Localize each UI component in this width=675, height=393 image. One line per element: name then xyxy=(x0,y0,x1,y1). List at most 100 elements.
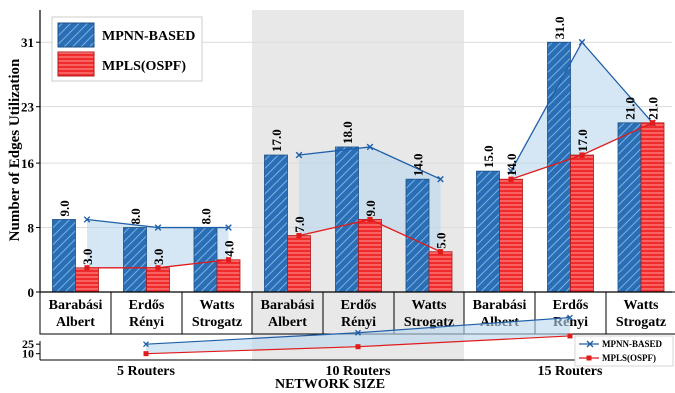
bar-mpnn xyxy=(476,170,500,293)
summary-marker-mpnn xyxy=(355,329,361,336)
marker-mpnn xyxy=(437,175,444,183)
bar-mpls xyxy=(499,178,523,293)
range-fill xyxy=(299,146,441,252)
summary-range-fill xyxy=(146,317,570,354)
legend: MPNN-BASED MPLS(OSPF) xyxy=(51,16,203,82)
y-tick-label: 8 xyxy=(28,221,35,236)
marker-mpls xyxy=(649,120,656,126)
summary-legend: MPNN-BASED MPLS(OSPF) xyxy=(574,335,674,367)
category-label: Watts Strogatz xyxy=(192,298,242,330)
marker-mpls xyxy=(508,176,514,182)
category-label: Barabási Albert xyxy=(49,298,103,330)
legend-label-mpls: MPLS(OSPF) xyxy=(102,59,186,74)
value-label-mpnn: 17.0 xyxy=(269,129,284,152)
bar-mpls xyxy=(640,122,665,293)
legend-swatch-mpnn xyxy=(57,22,95,48)
bar-mpls xyxy=(287,235,311,293)
summary-legend-marker-mpls xyxy=(586,355,592,361)
category-label: Erdős Rényi xyxy=(341,298,377,330)
marker-mpls xyxy=(84,265,90,271)
bars xyxy=(52,41,665,293)
series-lines xyxy=(83,38,656,271)
value-label-mpls: 21.0 xyxy=(646,97,661,120)
value-label-mpnn: 8.0 xyxy=(128,208,143,224)
value-label-mpls: 5.0 xyxy=(434,232,449,248)
marker-mpnn xyxy=(578,38,586,46)
summary-y-tick-label: 25 xyxy=(22,337,34,351)
marker-mpnn xyxy=(295,151,303,159)
bar-mpls xyxy=(75,267,99,293)
value-label-mpnn: 21.0 xyxy=(623,97,638,120)
y-tick-label: 16 xyxy=(21,156,35,171)
summary-marker-mpnn xyxy=(143,341,149,348)
y-tick-label: 0 xyxy=(28,285,35,300)
y-axis-label: Number of Edges Utilization xyxy=(7,58,23,241)
summary-marker-mpls xyxy=(143,351,149,357)
data-labels: 9.0 3.0 8.0 3.0 8.0 4.0 17.0 7.0 18.0 9.0 14.0 5.0 1… xyxy=(57,16,661,264)
bar-mpnn xyxy=(547,41,571,293)
value-label-mpls: 14.0 xyxy=(504,153,519,176)
range-fill xyxy=(87,219,229,268)
category-label: Barabási Albert xyxy=(261,298,315,330)
range-fills xyxy=(87,42,653,268)
value-label-mpls: 7.0 xyxy=(292,216,307,232)
category-label: Watts Strogatz xyxy=(616,298,666,330)
summary-legend-label-mpls: MPLS(OSPF) xyxy=(602,353,656,363)
legend-swatch-mpls xyxy=(57,51,95,77)
value-label-mpls: 9.0 xyxy=(363,200,378,216)
marker-mpnn xyxy=(366,143,374,151)
bar-mpls xyxy=(428,251,453,293)
bar-mpnn xyxy=(264,154,288,293)
summary-marker-mpnn xyxy=(567,314,573,321)
value-label-mpnn: 14.0 xyxy=(411,153,426,176)
summary-legend-label-mpnn: MPNN-BASED xyxy=(602,339,662,349)
bar-mpnn xyxy=(335,146,359,293)
marker-mpnn xyxy=(154,224,162,231)
marker-mpls xyxy=(225,257,232,263)
summary-y-tick-label: 10 xyxy=(22,347,34,361)
y-tick-label: 23 xyxy=(21,100,35,115)
category-label: Erdős Rényi xyxy=(129,298,165,330)
bar-mpls xyxy=(216,259,241,293)
marker-mpls xyxy=(155,265,161,271)
value-label-mpls: 17.0 xyxy=(575,129,590,152)
y-tick-label: 31 xyxy=(21,35,34,50)
marker-mpnn xyxy=(225,224,232,231)
range-fill xyxy=(511,42,653,180)
marker-mpls xyxy=(437,249,444,255)
value-label-mpnn: 8.0 xyxy=(199,208,214,224)
bar-mpls xyxy=(358,219,382,293)
value-label-mpnn: 15.0 xyxy=(481,145,496,168)
category-box xyxy=(605,291,675,335)
value-label-mpnn: 31.0 xyxy=(552,16,567,39)
summary-legend-marker-mpnn xyxy=(586,340,594,348)
summary-marker-mpls xyxy=(567,333,573,339)
bar-mpnn xyxy=(193,227,218,293)
value-label-mpls: 3.0 xyxy=(80,249,95,265)
legend-label-mpnn: MPNN-BASED xyxy=(102,29,195,44)
axes: 0 8 16 23 31 Barabási Albert Erdős Rényi Watts Str… xyxy=(21,10,675,335)
marker-mpls xyxy=(296,233,302,239)
marker-mpnn xyxy=(83,216,91,223)
network-size-label: 10 Routers xyxy=(326,364,391,379)
marker-mpls xyxy=(367,216,373,223)
value-label-mpnn: 18.0 xyxy=(340,121,355,144)
marker-mpnn xyxy=(507,167,515,175)
network-size-label: 15 Routers xyxy=(538,364,603,379)
bar-mpls xyxy=(570,154,594,293)
bar-mpnn xyxy=(123,227,147,293)
x-axis-label: NETWORK SIZE xyxy=(275,377,385,392)
bar-mpnn xyxy=(52,219,76,293)
bar-mpnn xyxy=(405,178,430,293)
summary-legend-box xyxy=(574,335,674,367)
bar-mpls xyxy=(146,267,170,293)
value-label-mpls: 3.0 xyxy=(151,249,166,265)
value-label-mpnn: 9.0 xyxy=(57,200,72,216)
bar-mpnn xyxy=(617,122,642,293)
summary-marker-mpls xyxy=(355,344,361,350)
marker-mpls xyxy=(579,152,585,158)
value-label-mpls: 4.0 xyxy=(222,241,237,257)
network-size-label: 5 Routers xyxy=(117,364,175,379)
